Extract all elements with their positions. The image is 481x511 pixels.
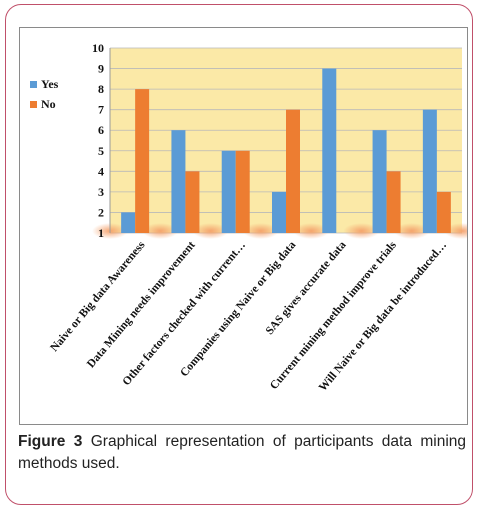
y-tick-label: 10 bbox=[92, 41, 104, 55]
legend-swatch-yes bbox=[30, 81, 37, 88]
y-tick-label: 9 bbox=[98, 62, 104, 76]
bar-chart: 1 2 3 4 5 6 7 8 9 10 Naive or Big data AwarenessD… bbox=[30, 41, 467, 394]
bar-no bbox=[135, 89, 150, 233]
baseline-glow-spot bbox=[192, 223, 229, 239]
y-tick-label: 7 bbox=[98, 103, 104, 117]
bar-no bbox=[386, 171, 401, 233]
chart-area: 1 2 3 4 5 6 7 8 9 10 Naive or Big data Awareness D… bbox=[19, 27, 468, 425]
bar-yes bbox=[322, 68, 337, 233]
y-tick-label: 3 bbox=[98, 185, 104, 199]
y-tick-label: 4 bbox=[98, 164, 104, 178]
y-tick-label: 6 bbox=[98, 123, 104, 137]
bar-yes bbox=[372, 130, 387, 233]
caption-text: Graphical representation of participants… bbox=[18, 433, 467, 472]
bars bbox=[121, 68, 451, 233]
bar-yes bbox=[221, 150, 236, 233]
y-tick-label: 5 bbox=[98, 144, 104, 158]
legend-label-no: No bbox=[41, 97, 56, 111]
legend-label-yes: Yes bbox=[41, 77, 59, 91]
figure-caption: Figure 3 Graphical representation of par… bbox=[18, 431, 466, 475]
x-tick-label: Naive or Big data Awareness bbox=[48, 239, 147, 354]
caption-label: Figure 3 bbox=[18, 433, 83, 450]
bar-no bbox=[185, 171, 200, 233]
baseline-glow-spot bbox=[343, 223, 380, 239]
bar-yes bbox=[171, 130, 186, 233]
y-tick-label: 2 bbox=[98, 205, 104, 219]
baseline-glow-spot bbox=[293, 223, 330, 239]
bar-no bbox=[235, 150, 250, 233]
legend-swatch-no bbox=[30, 101, 37, 108]
y-tick-label: 1 bbox=[98, 226, 104, 240]
bar-no bbox=[286, 109, 300, 233]
baseline-glow-spot bbox=[393, 223, 430, 239]
baseline-glow-spot bbox=[142, 223, 179, 239]
bar-yes bbox=[121, 212, 136, 233]
x-tick-label: Data Mining needs improvement bbox=[85, 239, 198, 370]
y-axis: 1 2 3 4 5 6 7 8 9 10 bbox=[92, 41, 111, 240]
bar-yes bbox=[272, 191, 286, 233]
legend: Yes No bbox=[30, 77, 59, 111]
y-tick-label: 8 bbox=[98, 82, 104, 96]
bar-yes bbox=[422, 109, 437, 233]
bar-no bbox=[436, 191, 451, 233]
baseline-glow-spot bbox=[242, 223, 279, 239]
